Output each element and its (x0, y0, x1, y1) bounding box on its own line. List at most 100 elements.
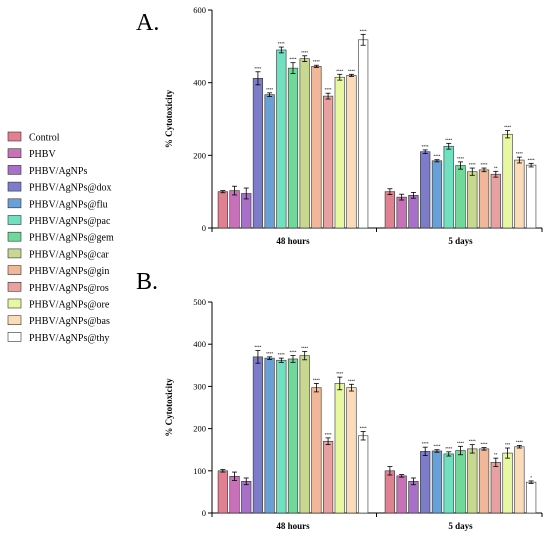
y-tick-label: 500 (193, 297, 206, 307)
significance-label: ** (494, 165, 498, 170)
bar (334, 383, 345, 514)
panel-label: A. (136, 10, 159, 36)
legend-label: PHBV/AgNPs@ore (29, 300, 110, 311)
bar (252, 78, 264, 229)
bar (455, 450, 466, 514)
bar (478, 169, 490, 229)
bar (431, 450, 443, 514)
significance-label: **** (301, 345, 308, 350)
legend-swatch (7, 231, 22, 242)
y-axis-label: % Cytotoxicity (164, 89, 174, 148)
significance-label: **** (348, 68, 355, 73)
y-tick-label: 0 (202, 223, 206, 233)
significance-label: *** (505, 442, 511, 447)
legend-swatch (7, 298, 22, 309)
y-tick-label: 400 (193, 339, 206, 349)
legend-label: PHBV/AgNPs@bas (29, 316, 110, 327)
legend-label: PHBV/AgNPs@gem (29, 233, 114, 244)
significance-label: **** (313, 59, 320, 64)
legend-label: PHBV/AgNPs (29, 166, 87, 177)
y-tick-label: 300 (193, 381, 206, 391)
bar (287, 67, 299, 229)
legend-swatch (7, 332, 22, 342)
bar (408, 481, 419, 514)
legend-label: PHBV/AgNPs@car (29, 249, 109, 260)
significance-label: **** (336, 371, 343, 376)
significance-label: **** (457, 156, 464, 161)
bar (443, 453, 454, 514)
bar (322, 95, 334, 229)
significance-label: **** (422, 441, 429, 446)
x-category-label: 48 hours (276, 521, 310, 531)
y-tick-label: 100 (193, 466, 206, 476)
y-tick-label: 0 (202, 508, 206, 518)
legend-swatch (7, 248, 22, 259)
significance-label: **** (313, 377, 320, 382)
legend-label: Control (29, 133, 60, 144)
bar (311, 66, 322, 229)
significance-label: **** (325, 87, 332, 92)
bar (525, 164, 537, 229)
y-tick-label: 400 (193, 78, 206, 88)
bar (525, 481, 537, 514)
significance-label: **** (360, 426, 367, 431)
significance-label: **** (289, 350, 296, 355)
bar (408, 195, 419, 229)
bar (264, 357, 275, 514)
bar (311, 387, 322, 514)
x-category-label: 5 days (448, 236, 473, 246)
legend-label: PHBV/AgNPs@flu (29, 199, 108, 210)
bar (358, 39, 369, 229)
significance-label: **** (278, 352, 285, 357)
legend-swatch (7, 165, 22, 175)
significance-label: **** (433, 154, 440, 159)
legend-swatch (7, 215, 22, 225)
panel-label: B. (136, 269, 158, 295)
legend-swatch (7, 315, 22, 326)
bar (384, 191, 396, 229)
bar (217, 470, 228, 514)
bar (502, 133, 513, 229)
y-tick-label: 200 (193, 150, 206, 160)
significance-label: **** (301, 50, 308, 55)
bar (299, 58, 310, 229)
bar (276, 49, 287, 229)
bar (334, 76, 345, 229)
bar (396, 196, 407, 229)
bar (322, 440, 334, 514)
legend-swatch (7, 181, 22, 192)
significance-label: **** (266, 351, 273, 356)
legend-label: PHBV/AgNPs@pac (29, 216, 111, 227)
bar (264, 94, 275, 229)
bar (299, 355, 310, 514)
legend-label: PHBV/AgNPs@ros (29, 283, 109, 294)
bar (229, 475, 240, 514)
bar (396, 475, 407, 514)
x-category-label: 5 days (448, 521, 473, 531)
legend: Control PHBV PHBV/AgNPs PHBV/AgNPs@dox PHBV/… (7, 131, 114, 344)
bar (431, 160, 443, 229)
significance-label: **** (504, 125, 511, 130)
bar (287, 358, 299, 514)
bar (346, 75, 357, 229)
bar (514, 446, 525, 514)
bar (384, 470, 396, 514)
legend-label: PHBV (29, 149, 56, 160)
bar (478, 448, 490, 514)
significance-label: **** (469, 439, 476, 444)
significance-label: **** (469, 162, 476, 167)
legend-label: PHBV/AgNPs@dox (29, 183, 112, 194)
significance-label: **** (266, 87, 273, 92)
bar (358, 435, 369, 514)
significance-label: **** (348, 378, 355, 383)
significance-label: **** (516, 439, 523, 444)
y-axis-label: % Cytotoxicity (164, 378, 174, 437)
bar (241, 481, 252, 514)
bar (443, 145, 454, 229)
bar (420, 151, 431, 229)
bar (490, 462, 501, 514)
significance-label: **** (481, 162, 488, 167)
